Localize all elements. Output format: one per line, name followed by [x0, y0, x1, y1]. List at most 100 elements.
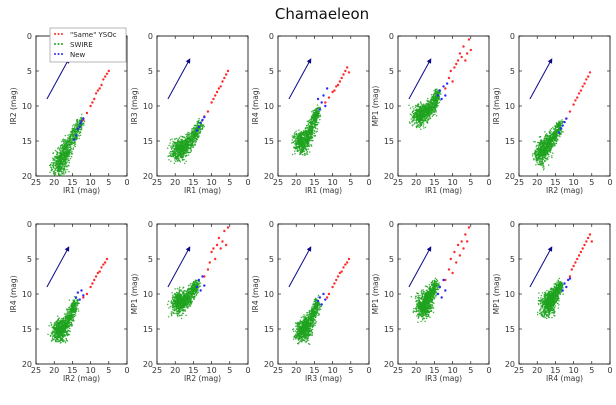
swire-point	[70, 133, 72, 135]
swire-point	[50, 163, 52, 166]
swire-point	[60, 174, 62, 176]
same-point	[96, 89, 100, 92]
swire-point	[543, 160, 546, 163]
swire-point	[313, 109, 316, 111]
swire-point	[177, 144, 179, 147]
swire-point	[550, 140, 553, 143]
swire-point	[201, 128, 203, 130]
swire-point	[543, 139, 545, 142]
swire-point	[534, 141, 536, 143]
plot-area	[288, 58, 351, 156]
swire-point	[169, 139, 172, 141]
x-tick-label: 25	[31, 178, 41, 187]
new-point	[199, 121, 202, 125]
swire-point	[66, 159, 68, 161]
swire-point	[315, 118, 318, 121]
y-tick-label: 5	[148, 67, 153, 76]
swire-point	[83, 122, 85, 124]
swire-point	[292, 141, 294, 144]
swire-point	[65, 161, 67, 163]
swire-point	[73, 134, 75, 137]
swire-point	[190, 144, 193, 147]
swire-point	[198, 135, 200, 137]
swire-point	[174, 143, 176, 146]
swire-point	[538, 154, 540, 157]
y-axis-label: IR3 (mag)	[130, 87, 139, 124]
swire-point	[308, 145, 310, 148]
swire-point	[548, 155, 550, 158]
swire-point	[311, 136, 314, 138]
swire-point	[426, 121, 429, 123]
swire-point	[68, 170, 70, 173]
y-tick-label: 0	[269, 32, 274, 41]
swire-point	[304, 129, 306, 132]
swire-point	[415, 126, 418, 129]
swire-point	[295, 133, 297, 136]
swire-point	[300, 137, 303, 140]
swire-point	[317, 121, 320, 124]
swire-point	[187, 151, 190, 154]
swire-point	[309, 135, 311, 137]
x-tick-label: 15	[188, 178, 198, 187]
swire-point	[308, 119, 310, 122]
swire-point	[319, 114, 322, 116]
y-tick-label: 0	[27, 32, 32, 41]
x-axis-label: IR2 (mag)	[63, 374, 100, 383]
swire-point	[302, 130, 305, 132]
swire-point	[68, 136, 71, 139]
swire-point	[62, 176, 64, 178]
swire-point	[440, 93, 442, 95]
reddening-vector-arrow	[408, 58, 432, 100]
same-point	[91, 101, 94, 104]
y-axis-label: IR2 (mag)	[9, 87, 18, 124]
x-tick-label: 0	[366, 178, 371, 187]
plot-area	[46, 246, 109, 344]
swire-point	[173, 150, 175, 152]
same-point	[574, 99, 577, 102]
swire-point	[71, 132, 73, 134]
swire-point	[177, 147, 179, 150]
swire-point	[63, 173, 65, 175]
swire-point	[552, 143, 554, 146]
swire-point	[420, 103, 423, 105]
swire-point	[432, 97, 435, 99]
swire-point	[561, 120, 563, 123]
same-point	[214, 94, 217, 97]
new-point	[318, 108, 322, 111]
same-point	[453, 66, 456, 69]
swire-point	[303, 131, 306, 133]
new-point	[203, 116, 206, 119]
swire-point	[53, 162, 55, 165]
swire-point	[550, 143, 553, 146]
swire-point	[72, 128, 75, 131]
swire-point	[425, 110, 428, 112]
same-point	[455, 62, 458, 66]
same-point	[324, 101, 327, 104]
swire-point	[69, 157, 72, 160]
swire-point	[188, 138, 191, 140]
swire-point	[541, 156, 544, 159]
swire-point	[310, 133, 313, 136]
swire-point	[415, 108, 418, 111]
swire-point	[186, 141, 188, 144]
swire-point	[197, 128, 199, 130]
y-tick-label: 15	[264, 137, 274, 146]
swire-point	[313, 134, 315, 137]
swire-point	[299, 143, 301, 146]
swire-point	[542, 168, 545, 171]
swire-point	[534, 150, 536, 153]
swire-point	[412, 124, 414, 126]
swire-point	[71, 139, 73, 142]
same-point	[345, 66, 349, 69]
swire-point	[184, 148, 187, 151]
series-new	[73, 117, 85, 141]
y-axis-label: MP1 (mag)	[371, 86, 380, 127]
swire-point	[318, 114, 320, 117]
swire-point	[303, 144, 305, 146]
swire-point	[556, 131, 559, 134]
swire-point	[432, 114, 434, 116]
swire-point	[79, 128, 82, 131]
swire-point	[190, 134, 193, 137]
swire-point	[52, 172, 55, 175]
series-swire	[47, 295, 80, 344]
